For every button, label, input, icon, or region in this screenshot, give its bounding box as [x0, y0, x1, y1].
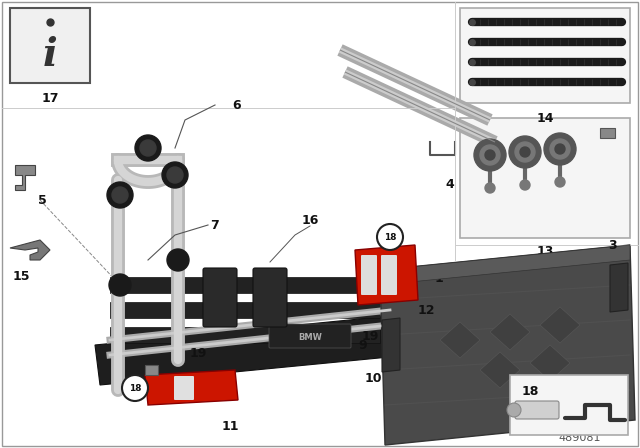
- Circle shape: [550, 139, 570, 159]
- FancyBboxPatch shape: [174, 376, 194, 400]
- Circle shape: [109, 274, 131, 296]
- Polygon shape: [110, 327, 380, 343]
- Bar: [460, 8, 630, 103]
- Polygon shape: [600, 128, 615, 138]
- Polygon shape: [145, 365, 158, 375]
- Text: 7: 7: [210, 219, 219, 232]
- Text: 16: 16: [301, 214, 319, 227]
- Polygon shape: [110, 277, 380, 293]
- Circle shape: [520, 180, 530, 190]
- Text: 18: 18: [384, 233, 396, 241]
- Text: 17: 17: [41, 92, 59, 105]
- Text: 4: 4: [445, 178, 454, 191]
- Bar: [10, 8, 90, 83]
- FancyBboxPatch shape: [515, 401, 559, 419]
- Polygon shape: [480, 352, 520, 388]
- Circle shape: [107, 182, 133, 208]
- Circle shape: [544, 133, 576, 165]
- Text: 1: 1: [435, 271, 444, 284]
- Circle shape: [555, 144, 565, 154]
- Circle shape: [485, 150, 495, 160]
- Polygon shape: [145, 370, 238, 405]
- Polygon shape: [95, 315, 410, 385]
- Polygon shape: [10, 240, 50, 260]
- Text: i: i: [43, 36, 58, 74]
- Polygon shape: [490, 314, 530, 350]
- Text: 15: 15: [13, 270, 31, 283]
- Polygon shape: [15, 165, 35, 190]
- Text: 12: 12: [418, 303, 435, 316]
- Polygon shape: [380, 245, 630, 285]
- Circle shape: [520, 147, 530, 157]
- Circle shape: [140, 140, 156, 156]
- FancyBboxPatch shape: [381, 255, 397, 295]
- Text: 19: 19: [189, 347, 207, 360]
- Circle shape: [515, 142, 535, 162]
- Text: 6: 6: [232, 99, 241, 112]
- Polygon shape: [355, 245, 418, 305]
- Polygon shape: [530, 345, 570, 381]
- Circle shape: [162, 162, 188, 188]
- FancyBboxPatch shape: [203, 268, 237, 327]
- Text: 18: 18: [129, 383, 141, 392]
- Circle shape: [509, 136, 541, 168]
- Circle shape: [122, 375, 148, 401]
- Polygon shape: [540, 307, 580, 343]
- Circle shape: [112, 187, 128, 203]
- Text: 10: 10: [365, 371, 383, 384]
- Bar: [510, 375, 628, 435]
- Polygon shape: [380, 245, 635, 445]
- Text: 489081: 489081: [559, 433, 601, 443]
- Polygon shape: [382, 318, 400, 372]
- Text: 3: 3: [608, 238, 616, 251]
- Polygon shape: [440, 322, 480, 358]
- Text: 18: 18: [522, 385, 540, 398]
- Text: 11: 11: [221, 420, 239, 433]
- FancyBboxPatch shape: [269, 324, 351, 348]
- Text: 5: 5: [38, 194, 47, 207]
- Circle shape: [555, 177, 565, 187]
- Circle shape: [167, 249, 189, 271]
- Polygon shape: [610, 263, 628, 312]
- Circle shape: [485, 183, 495, 193]
- Circle shape: [480, 145, 500, 165]
- Circle shape: [507, 403, 521, 417]
- FancyBboxPatch shape: [361, 255, 377, 295]
- Circle shape: [377, 224, 403, 250]
- Circle shape: [135, 135, 161, 161]
- Bar: [460, 118, 630, 238]
- Text: 14: 14: [536, 112, 554, 125]
- Circle shape: [474, 139, 506, 171]
- Circle shape: [167, 167, 183, 183]
- Polygon shape: [110, 302, 380, 318]
- FancyBboxPatch shape: [253, 268, 287, 327]
- Text: 9: 9: [358, 339, 367, 352]
- Text: 13: 13: [536, 245, 554, 258]
- Text: 19: 19: [362, 330, 379, 343]
- Text: BMW: BMW: [298, 332, 322, 341]
